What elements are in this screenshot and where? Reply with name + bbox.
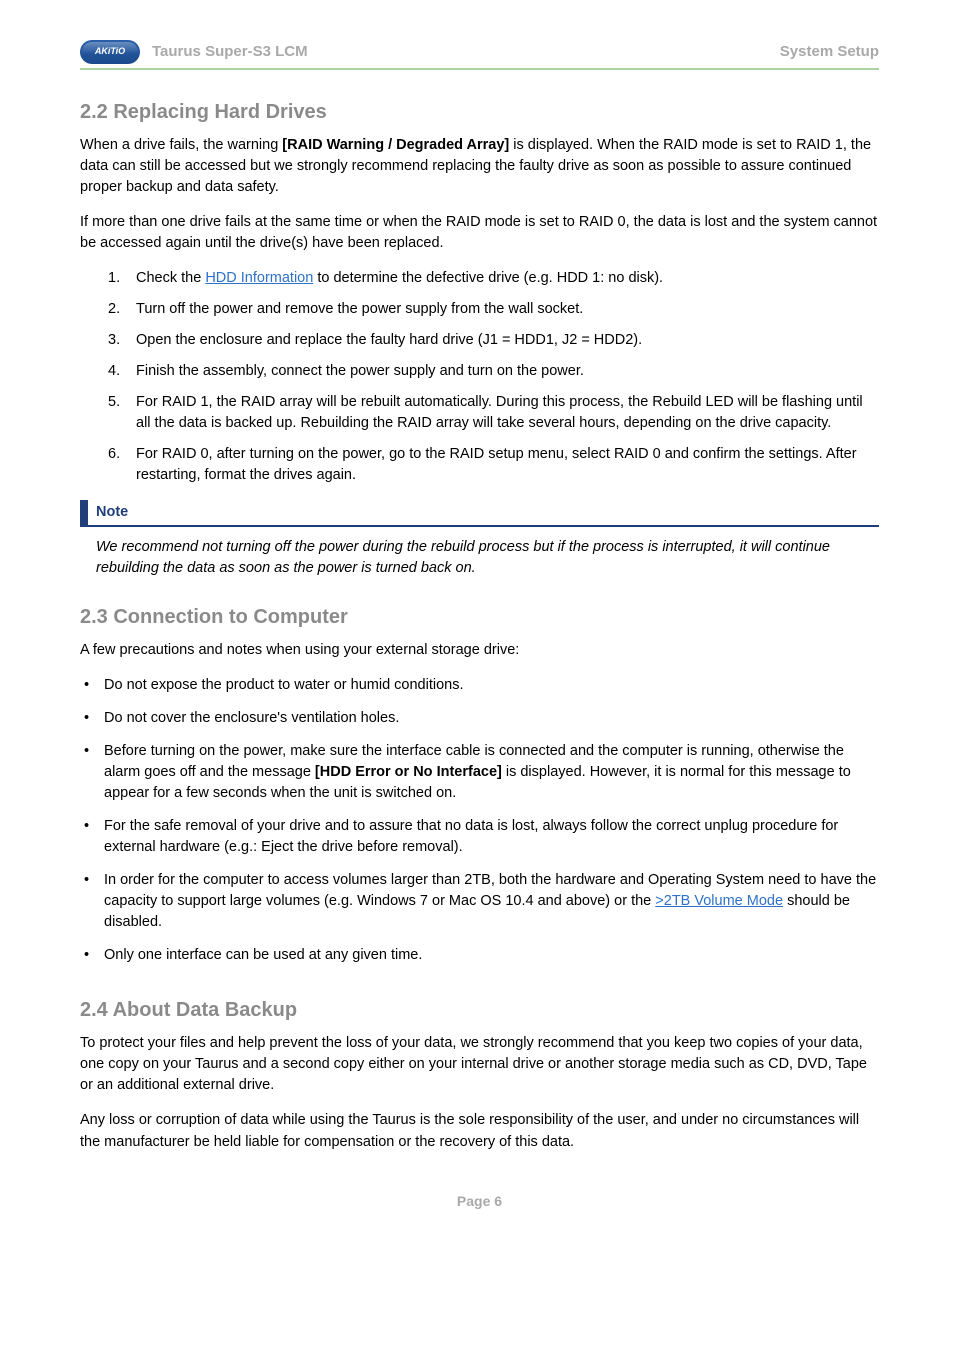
note-block: Note We recommend not turning off the po… [80, 500, 879, 579]
heading-2-3: 2.3 Connection to Computer [80, 603, 879, 632]
text: Finish the assembly, connect the power s… [136, 363, 584, 379]
list-item: In order for the computer to access volu… [80, 870, 879, 933]
paragraph: A few precautions and notes when using y… [80, 640, 879, 661]
page-footer: Page 6 [80, 1191, 879, 1211]
paragraph: If more than one drive fails at the same… [80, 212, 879, 254]
step-number: 2. [108, 299, 120, 320]
header-divider [80, 68, 879, 70]
list-item: 2. Turn off the power and remove the pow… [80, 299, 879, 320]
hdd-information-link[interactable]: HDD Information [205, 270, 313, 286]
text: Check the [136, 270, 205, 286]
text: For the safe removal of your drive and t… [104, 818, 838, 855]
page-header: AKiTiO Taurus Super-S3 LCM System Setup [80, 40, 879, 64]
list-item: 5. For RAID 1, the RAID array will be re… [80, 392, 879, 434]
doc-section: System Setup [780, 41, 879, 63]
text: Do not expose the product to water or hu… [104, 677, 463, 693]
step-number: 3. [108, 330, 120, 351]
list-item: 4. Finish the assembly, connect the powe… [80, 361, 879, 382]
list-item: 6. For RAID 0, after turning on the powe… [80, 444, 879, 486]
brand-logo: AKiTiO [80, 40, 140, 64]
note-divider [80, 525, 879, 527]
note-body: We recommend not turning off the power d… [80, 537, 879, 579]
heading-2-2: 2.2 Replacing Hard Drives [80, 98, 879, 127]
list-item: Only one interface can be used at any gi… [80, 945, 879, 966]
paragraph: Any loss or corruption of data while usi… [80, 1110, 879, 1152]
bold-text: [RAID Warning / Degraded Array] [282, 137, 509, 153]
paragraph: To protect your files and help prevent t… [80, 1033, 879, 1096]
text: When a drive fails, the warning [80, 137, 282, 153]
heading-2-4: 2.4 About Data Backup [80, 996, 879, 1025]
step-number: 1. [108, 268, 120, 289]
note-label: Note [80, 500, 138, 525]
list-item: Before turning on the power, make sure t… [80, 741, 879, 804]
step-number: 5. [108, 392, 120, 413]
text: For RAID 0, after turning on the power, … [136, 446, 857, 483]
text: Turn off the power and remove the power … [136, 301, 583, 317]
list-item: Do not expose the product to water or hu… [80, 675, 879, 696]
text: Only one interface can be used at any gi… [104, 947, 422, 963]
step-number: 4. [108, 361, 120, 382]
bullet-list: Do not expose the product to water or hu… [80, 675, 879, 966]
step-number: 6. [108, 444, 120, 465]
page-container: AKiTiO Taurus Super-S3 LCM System Setup … [0, 0, 954, 1241]
doc-title: Taurus Super-S3 LCM [152, 41, 768, 63]
text: to determine the defective drive (e.g. H… [313, 270, 663, 286]
list-item: For the safe removal of your drive and t… [80, 816, 879, 858]
text: For RAID 1, the RAID array will be rebui… [136, 394, 863, 431]
logo-text: AKiTiO [95, 45, 125, 58]
paragraph: When a drive fails, the warning [RAID Wa… [80, 135, 879, 198]
text: Do not cover the enclosure's ventilation… [104, 710, 399, 726]
2tb-volume-mode-link[interactable]: >2TB Volume Mode [655, 893, 783, 909]
steps-list: 1. Check the HDD Information to determin… [80, 268, 879, 486]
bold-text: [HDD Error or No Interface] [315, 764, 502, 780]
text: Open the enclosure and replace the fault… [136, 332, 642, 348]
list-item: 1. Check the HDD Information to determin… [80, 268, 879, 289]
list-item: 3. Open the enclosure and replace the fa… [80, 330, 879, 351]
list-item: Do not cover the enclosure's ventilation… [80, 708, 879, 729]
